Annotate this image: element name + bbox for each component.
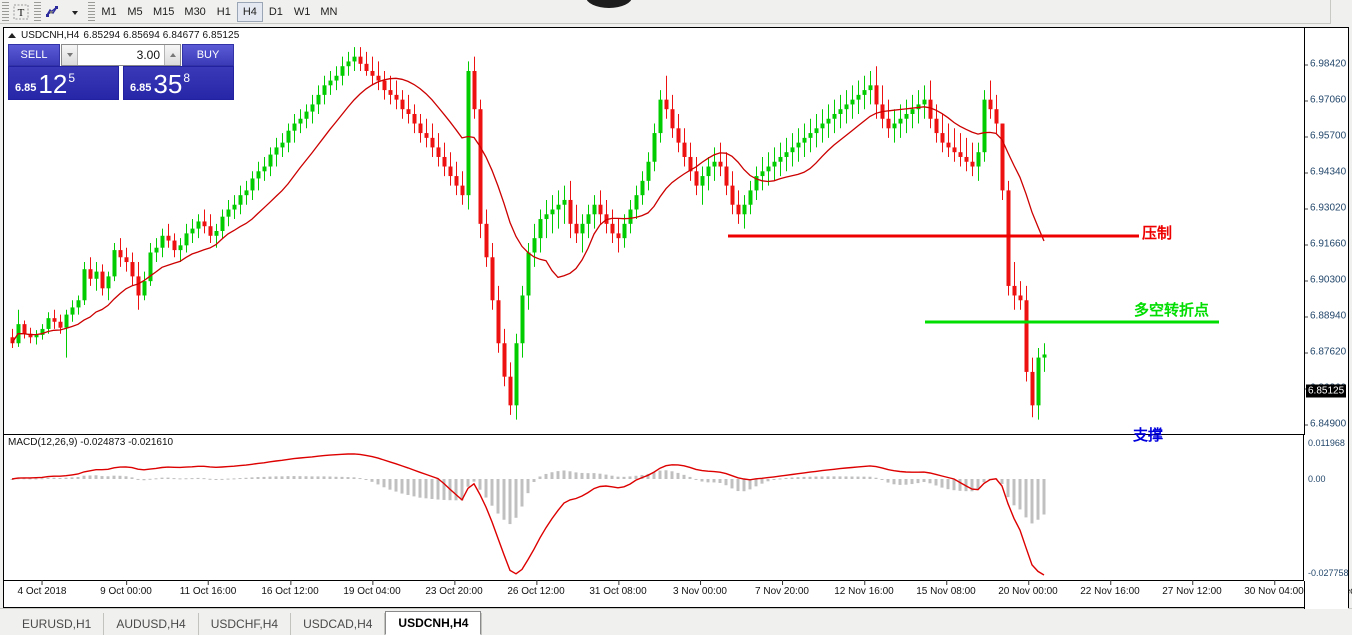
indicators-icon[interactable] — [42, 1, 64, 22]
price-tick: 6.93020 — [1304, 202, 1347, 214]
volume-increase-button[interactable] — [164, 45, 180, 65]
time-tick: 19 Oct 04:00 — [343, 580, 401, 597]
macd-pane[interactable]: MACD(12,26,9) -0.024873 -0.021610 — [4, 435, 1304, 581]
chart-window: USDCNH,H4 6.85294 6.85694 6.84677 6.8512… — [3, 27, 1352, 609]
macd-scale-divider — [1303, 435, 1304, 581]
toolbar-right-cap — [1330, 0, 1352, 24]
tab-audusd-h4[interactable]: AUDUSD,H4 — [104, 613, 199, 635]
timeframe-w1[interactable]: W1 — [293, 5, 311, 18]
buy-button[interactable]: BUY — [182, 44, 234, 66]
timeframe-h1[interactable]: H1 — [216, 5, 231, 18]
timeframe-mn[interactable]: MN — [320, 5, 338, 18]
time-tick: 16 Oct 12:00 — [261, 580, 319, 597]
trade-price-row: 6.85 12 5 6.85 35 8 — [8, 66, 234, 100]
macd-series — [10, 453, 1046, 576]
time-tick: 4 Oct 2018 — [17, 580, 67, 597]
toolbar-grip[interactable] — [2, 1, 9, 22]
sell-price-pipette: 5 — [68, 71, 76, 85]
arrow-up-icon — [169, 53, 176, 57]
buy-price-pipette: 8 — [183, 71, 191, 85]
chart-tab-bar: EURUSD,H1 AUDUSD,H4 USDCHF,H4 USDCAD,H4 … — [0, 608, 1352, 635]
price-pane[interactable] — [4, 28, 1304, 434]
timeframe-m15[interactable]: M15 — [153, 5, 175, 18]
sell-price-tile[interactable]: 6.85 12 5 — [8, 66, 119, 100]
time-tick: 15 Nov 08:00 — [916, 580, 976, 597]
price-tick: 6.95700 — [1304, 130, 1347, 142]
price-tick: 6.91660 — [1304, 238, 1347, 250]
time-tick: 30 Nov 04:00 — [1244, 580, 1304, 597]
resistance-label: 压制 — [1142, 224, 1173, 242]
time-tick: 27 Nov 12:00 — [1162, 580, 1222, 597]
chart-symbol-label: USDCNH,H4 — [21, 29, 80, 41]
price-tick: 6.98420 — [1304, 58, 1347, 70]
chart-ohlc-values: 6.85294 6.85694 6.84677 6.85125 — [83, 29, 240, 41]
price-tick: 6.97060 — [1304, 94, 1347, 106]
tab-usdcnh-h4[interactable]: USDCNH,H4 — [385, 611, 482, 635]
sell-button[interactable]: SELL — [8, 44, 60, 66]
collapse-triangle-icon[interactable] — [8, 32, 16, 38]
buy-price-main: 35 — [153, 69, 183, 99]
timeframe-h4[interactable]: H4 — [236, 1, 263, 22]
text-tool-icon[interactable]: T — [10, 1, 32, 22]
tab-usdcad-h4[interactable]: USDCAD,H4 — [291, 613, 386, 635]
buy-price-prefix: 6.85 — [130, 82, 152, 94]
sell-price-prefix: 6.85 — [15, 82, 37, 94]
time-tick: 23 Oct 20:00 — [425, 580, 483, 597]
macd-tick: -0.027758 — [1308, 568, 1349, 578]
macd-tick: 0.00 — [1308, 474, 1326, 484]
time-tick: 22 Nov 16:00 — [1080, 580, 1140, 597]
main-toolbar: T M1 M5 M15 M30 H1 H4 D1 W1 MN — [0, 0, 1352, 24]
moving-average-line — [11, 77, 1045, 344]
arrow-down-icon — [66, 53, 73, 57]
trade-controls-row: SELL 3.00 BUY — [8, 44, 234, 66]
price-tick: 6.84900 — [1304, 418, 1347, 430]
one-click-trading-panel: SELL 3.00 BUY 6.85 12 5 — [8, 44, 234, 100]
price-tick: 6.94340 — [1304, 166, 1347, 178]
price-tick: 6.87620 — [1304, 346, 1347, 358]
candlestick-series — [10, 47, 1047, 420]
tab-end-cap — [481, 613, 496, 635]
sell-price-main: 12 — [38, 69, 68, 99]
price-tick: 6.88940 — [1304, 310, 1347, 322]
turning-point-label: 多空转折点 — [1134, 301, 1210, 319]
timeframe-m30[interactable]: M30 — [184, 5, 206, 18]
macd-scale[interactable]: 0.011968 0.00 -0.027758 — [1304, 435, 1349, 581]
time-tick: 20 Nov 00:00 — [998, 580, 1058, 597]
macd-tick: 0.011968 — [1308, 438, 1345, 448]
chevron-down-icon[interactable] — [64, 1, 86, 22]
time-tick: 3 Nov 00:00 — [673, 580, 727, 597]
macd-signal-line — [11, 453, 1045, 576]
macd-indicator-label: MACD(12,26,9) -0.024873 -0.021610 — [8, 437, 174, 448]
time-tick: 31 Oct 08:00 — [589, 580, 647, 597]
tab-eurusd-h1[interactable]: EURUSD,H1 — [10, 613, 105, 635]
time-tick: 12 Nov 16:00 — [834, 580, 894, 597]
toolbar-grip-2[interactable] — [34, 1, 41, 22]
chart-header: USDCNH,H4 6.85294 6.85694 6.84677 6.8512… — [4, 28, 239, 42]
toolbar-grip-3[interactable] — [88, 1, 95, 22]
buy-price-tile[interactable]: 6.85 35 8 — [123, 66, 234, 100]
timeframe-group: M1 M5 M15 M30 H1 H4 D1 W1 MN — [96, 1, 342, 22]
tab-usdchf-h4[interactable]: USDCHF,H4 — [199, 613, 292, 635]
pane-separator — [4, 434, 1304, 435]
volume-decrease-button[interactable] — [62, 45, 78, 65]
time-tick: 7 Nov 20:00 — [755, 580, 809, 597]
volume-input[interactable]: 3.00 — [78, 45, 164, 65]
overlay-artifact — [586, 0, 632, 8]
time-tick: 26 Oct 12:00 — [507, 580, 565, 597]
svg-text:T: T — [18, 7, 25, 19]
current-price-label: 6.85125 — [1306, 384, 1347, 398]
time-axis: 4 Oct 2018 9 Oct 00:00 11 Oct 16:00 16 Oct … — [4, 580, 1352, 607]
time-tick: 11 Oct 16:00 — [179, 580, 237, 597]
timeframe-d1[interactable]: D1 — [268, 5, 283, 18]
volume-stepper[interactable]: 3.00 — [61, 44, 181, 66]
time-tick: 9 Oct 00:00 — [100, 580, 152, 597]
timeframe-m5[interactable]: M5 — [127, 5, 143, 18]
timeframe-m1[interactable]: M1 — [101, 5, 117, 18]
price-tick: 6.90300 — [1304, 274, 1347, 286]
support-label: 支撑 — [1133, 426, 1164, 444]
